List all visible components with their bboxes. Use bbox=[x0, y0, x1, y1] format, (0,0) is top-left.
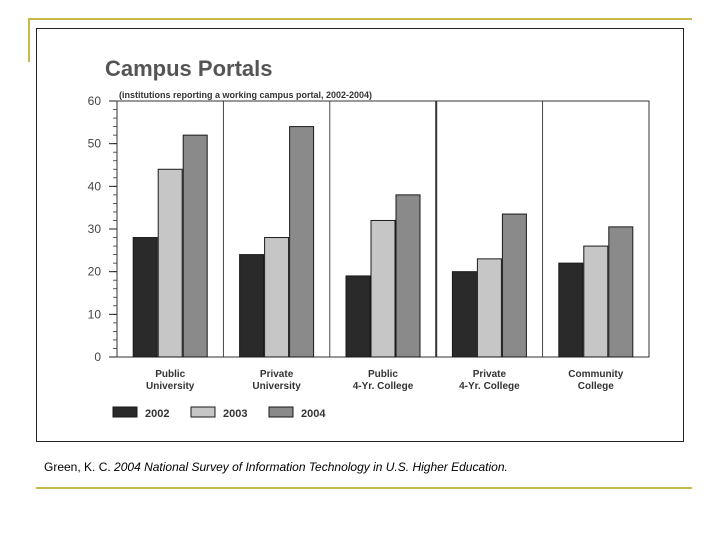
bar-2003-0 bbox=[157, 168, 183, 358]
bar-2002-1 bbox=[239, 254, 265, 358]
y-tick-label: 20 bbox=[88, 265, 102, 279]
bar-2004-0 bbox=[182, 134, 208, 358]
legend-label-2004: 2004 bbox=[301, 408, 326, 420]
caption-title: 2004 National Survey of Information Tech… bbox=[114, 460, 508, 474]
caption-author: Green, K. C. bbox=[44, 460, 111, 474]
bar-2003-3 bbox=[476, 258, 502, 358]
bar-2003-2 bbox=[370, 219, 396, 358]
x-category-label: 4-Yr. College bbox=[459, 381, 520, 392]
bottom-rule bbox=[36, 487, 692, 489]
legend-swatch-2003 bbox=[190, 406, 216, 418]
chart-title: Campus Portals bbox=[105, 56, 273, 81]
bar-2002-0 bbox=[132, 237, 158, 358]
legend-label-2002: 2002 bbox=[145, 408, 169, 420]
x-category-label: University bbox=[252, 381, 301, 392]
top-tick bbox=[28, 18, 30, 62]
chart: Campus Portals (institutions reporting a… bbox=[88, 56, 650, 420]
legend-label-2003: 2003 bbox=[223, 408, 247, 420]
bar-2003-1 bbox=[264, 237, 290, 358]
x-category-label: Private bbox=[260, 369, 294, 380]
bar-2004-1 bbox=[289, 126, 315, 358]
x-category-label: Public bbox=[155, 369, 185, 380]
bar-2004-2 bbox=[395, 194, 421, 358]
x-category-label: Community bbox=[568, 369, 623, 380]
plot-area: 0102030405060PublicUniversityPrivateUniv… bbox=[88, 94, 650, 392]
y-tick-label: 40 bbox=[88, 179, 102, 193]
chart-subtitle: (institutions reporting a working campus… bbox=[119, 90, 372, 100]
x-category-label: Public bbox=[368, 369, 398, 380]
x-category-label: College bbox=[578, 381, 615, 392]
top-rule bbox=[28, 18, 692, 20]
bar-2002-3 bbox=[451, 271, 477, 358]
y-tick-label: 60 bbox=[88, 94, 102, 108]
y-tick-label: 50 bbox=[88, 137, 102, 151]
chart-frame: Campus Portals (institutions reporting a… bbox=[36, 28, 684, 442]
y-tick-label: 30 bbox=[88, 222, 102, 236]
bar-2002-4 bbox=[558, 262, 584, 358]
y-tick-label: 10 bbox=[88, 307, 102, 321]
y-tick-label: 0 bbox=[94, 350, 101, 364]
bar-2004-4 bbox=[608, 226, 634, 358]
bar-2003-4 bbox=[583, 245, 609, 358]
legend: 2002 2003 2004 bbox=[112, 406, 326, 420]
x-category-label: University bbox=[146, 381, 195, 392]
bar-2004-3 bbox=[501, 213, 527, 358]
legend-swatch-2004 bbox=[268, 406, 294, 418]
x-category-label: 4-Yr. College bbox=[353, 381, 414, 392]
source-caption: Green, K. C. 2004 National Survey of Inf… bbox=[44, 460, 508, 474]
bar-2002-2 bbox=[345, 275, 371, 358]
x-category-label: Private bbox=[473, 369, 507, 380]
legend-swatch-2002 bbox=[112, 406, 138, 418]
